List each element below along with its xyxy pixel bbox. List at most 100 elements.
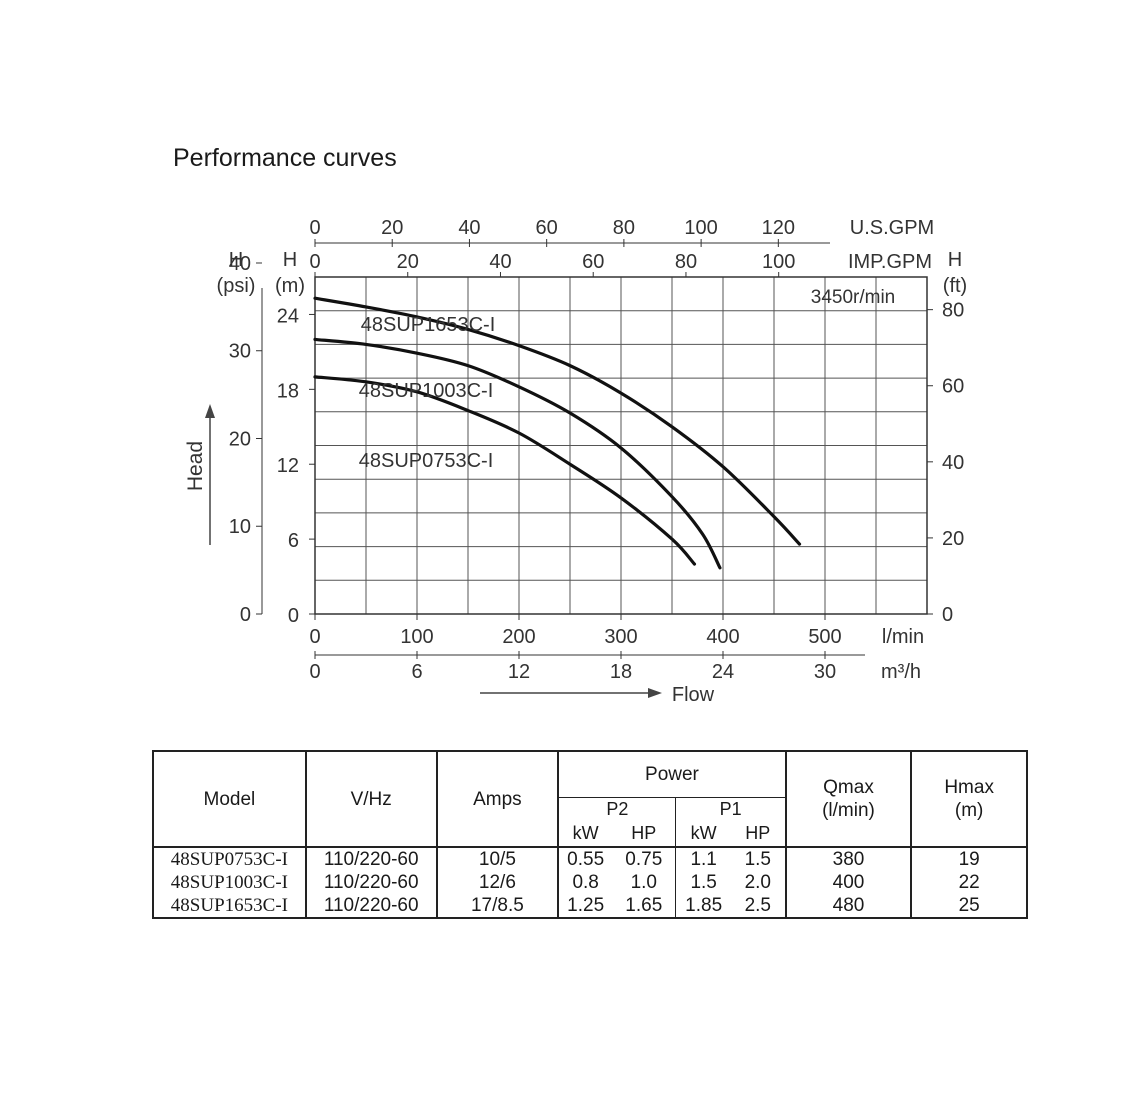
- series-label: 48SUP1653C-I: [361, 314, 496, 336]
- y-psi-tick-label: 30: [229, 341, 251, 363]
- cell-p1-hp: 2.5: [730, 894, 787, 919]
- cell-amps: 17/8.5: [435, 894, 560, 919]
- series-label: 48SUP0753C-I: [359, 450, 494, 472]
- x-lmin-tick-label: 200: [502, 626, 535, 648]
- header-p2: P2: [557, 797, 677, 821]
- x-lmin-tick-label: 500: [808, 626, 841, 648]
- header-power: Power: [557, 750, 787, 798]
- cell-p2-kw: 1.25: [557, 894, 613, 919]
- header-p2-hp: HP: [612, 821, 677, 848]
- header-p1-kw: kW: [675, 821, 731, 848]
- y-m-tick-label: 0: [288, 605, 299, 627]
- x-usgpm-tick-label: 60: [536, 217, 558, 239]
- x-impgpm-tick-label: 40: [489, 251, 511, 273]
- cell-model: 48SUP1653C-I: [152, 894, 307, 919]
- header-p2-kw: kW: [557, 821, 613, 848]
- cell-qmax: 380: [784, 847, 913, 871]
- cell-p2-hp: 1.0: [612, 871, 677, 894]
- series-label: 48SUP1003C-I: [359, 380, 494, 402]
- cell-qmax: 480: [784, 894, 913, 919]
- cell-p2-hp: 1.65: [612, 894, 677, 919]
- x-m3h-tick-label: 30: [814, 661, 836, 683]
- x-usgpm-tick-label: 20: [381, 217, 403, 239]
- y-ft-label: H: [948, 249, 962, 271]
- cell-p1-kw: 1.85: [675, 894, 731, 919]
- curve-48sup1653c-i: [313, 296, 802, 546]
- cell-p1-kw: 1.5: [690, 872, 717, 893]
- y-psi-unit: (psi): [217, 275, 256, 297]
- cell-model: 48SUP1003C-I: [152, 871, 307, 894]
- header-model: Model: [152, 750, 307, 848]
- x-lmin-unit: l/min: [882, 626, 924, 648]
- cell-vhz: 110/220-60: [304, 894, 438, 919]
- cell-p2-kw: 0.55: [557, 847, 613, 871]
- x-impgpm-tick-label: 20: [397, 251, 419, 273]
- y-psi-tick-label: 40: [229, 253, 251, 275]
- header-hmax-label: Hmax: [944, 777, 994, 798]
- header-p1: P1: [675, 797, 787, 821]
- x-m3h-tick-label: 0: [309, 661, 320, 683]
- table-row: 48SUP0753C-I 110/220-60 10/5 0.55 0.75 1…: [152, 847, 1028, 871]
- speed-annotation: 3450r/min: [811, 287, 896, 308]
- y-m-unit: (m): [275, 275, 305, 297]
- performance-chart: 0 100 200 300 400 500 l/min 0 6 12 18 24 30 m³/h Flow 0…: [184, 217, 967, 706]
- header-vhz: V/Hz: [304, 750, 438, 848]
- curve-48sup1003c-i: [313, 337, 722, 570]
- x-lmin-tick-label: 400: [706, 626, 739, 648]
- y-m-label: H: [283, 249, 297, 271]
- spec-table: Model V/Hz Amps Power Qmax (l/min) Hmax …: [152, 750, 1028, 919]
- y-psi-tick-label: 20: [229, 428, 251, 450]
- y-psi-tick-label: 10: [229, 516, 251, 538]
- cell-amps: 12/6: [435, 871, 560, 894]
- cell-p2-hp: 0.75: [612, 847, 677, 871]
- y-psi-label: H: [229, 249, 243, 271]
- cell-hmax: 22: [910, 871, 1028, 894]
- x-usgpm-tick-label: 80: [613, 217, 635, 239]
- x-usgpm-tick-label: 40: [458, 217, 480, 239]
- x-usgpm-tick-label: 100: [684, 217, 717, 239]
- x-usgpm-tick-label: 120: [762, 217, 795, 239]
- chart-title: Performance curves: [173, 144, 397, 172]
- cell-hmax: 19: [910, 847, 1028, 871]
- curve-48sup0753c-i: [313, 375, 697, 566]
- y-ft-tick-label: 40: [942, 452, 964, 474]
- y-m-tick-label: 18: [277, 380, 299, 402]
- cell-p1-hp: 2.0: [730, 871, 787, 894]
- x-m3h-unit: m³/h: [881, 661, 921, 683]
- x-m3h-tick-label: 6: [411, 661, 422, 683]
- y-ft-unit: (ft): [943, 275, 967, 297]
- cell-amps: 10/5: [435, 847, 560, 871]
- cell-model: 48SUP0753C-I: [152, 847, 307, 871]
- y-psi-tick-label: 0: [240, 604, 251, 626]
- cell-vhz: 110/220-60: [304, 847, 438, 871]
- x-impgpm-tick-label: 60: [582, 251, 604, 273]
- y-m-tick-label: 12: [277, 455, 299, 477]
- y-ft-tick-label: 60: [942, 376, 964, 398]
- header-amps: Amps: [435, 750, 560, 848]
- table-row: 48SUP1003C-I 110/220-60 12/6 0.8 1.0 1.5…: [152, 871, 1028, 894]
- table-row: 48SUP1653C-I 110/220-60 17/8.5 1.25 1.65…: [152, 894, 1028, 919]
- y-ft-tick-label: 20: [942, 528, 964, 550]
- x-m3h-tick-label: 18: [610, 661, 632, 683]
- cell-p2-kw: 0.8: [557, 871, 613, 894]
- x-lmin-tick-label: 300: [604, 626, 637, 648]
- y-ft-tick-label: 80: [942, 300, 964, 322]
- x-impgpm-unit: IMP.GPM: [848, 251, 932, 273]
- y-m-tick-label: 6: [288, 530, 299, 552]
- cell-qmax: 400: [784, 871, 913, 894]
- x-impgpm-tick-label: 80: [675, 251, 697, 273]
- header-hmax-unit: (m): [954, 800, 984, 821]
- cell-p1-hp: 1.5: [730, 847, 787, 871]
- header-hmax: Hmax (m): [910, 750, 1028, 848]
- header-qmax-label: Qmax: [823, 777, 874, 798]
- header-qmax-unit: (l/min): [822, 800, 875, 821]
- cell-vhz: 110/220-60: [304, 871, 438, 894]
- head-arrow-icon: [205, 404, 215, 418]
- x-m3h-tick-label: 24: [712, 661, 734, 683]
- flow-arrow-icon: [648, 688, 662, 698]
- header-qmax: Qmax (l/min): [784, 750, 913, 848]
- cell-p1-kw: 1.1: [690, 849, 717, 870]
- x-axis-label-flow: Flow: [672, 684, 715, 706]
- x-usgpm-unit: U.S.GPM: [850, 217, 934, 239]
- y-m-tick-label: 24: [277, 305, 299, 327]
